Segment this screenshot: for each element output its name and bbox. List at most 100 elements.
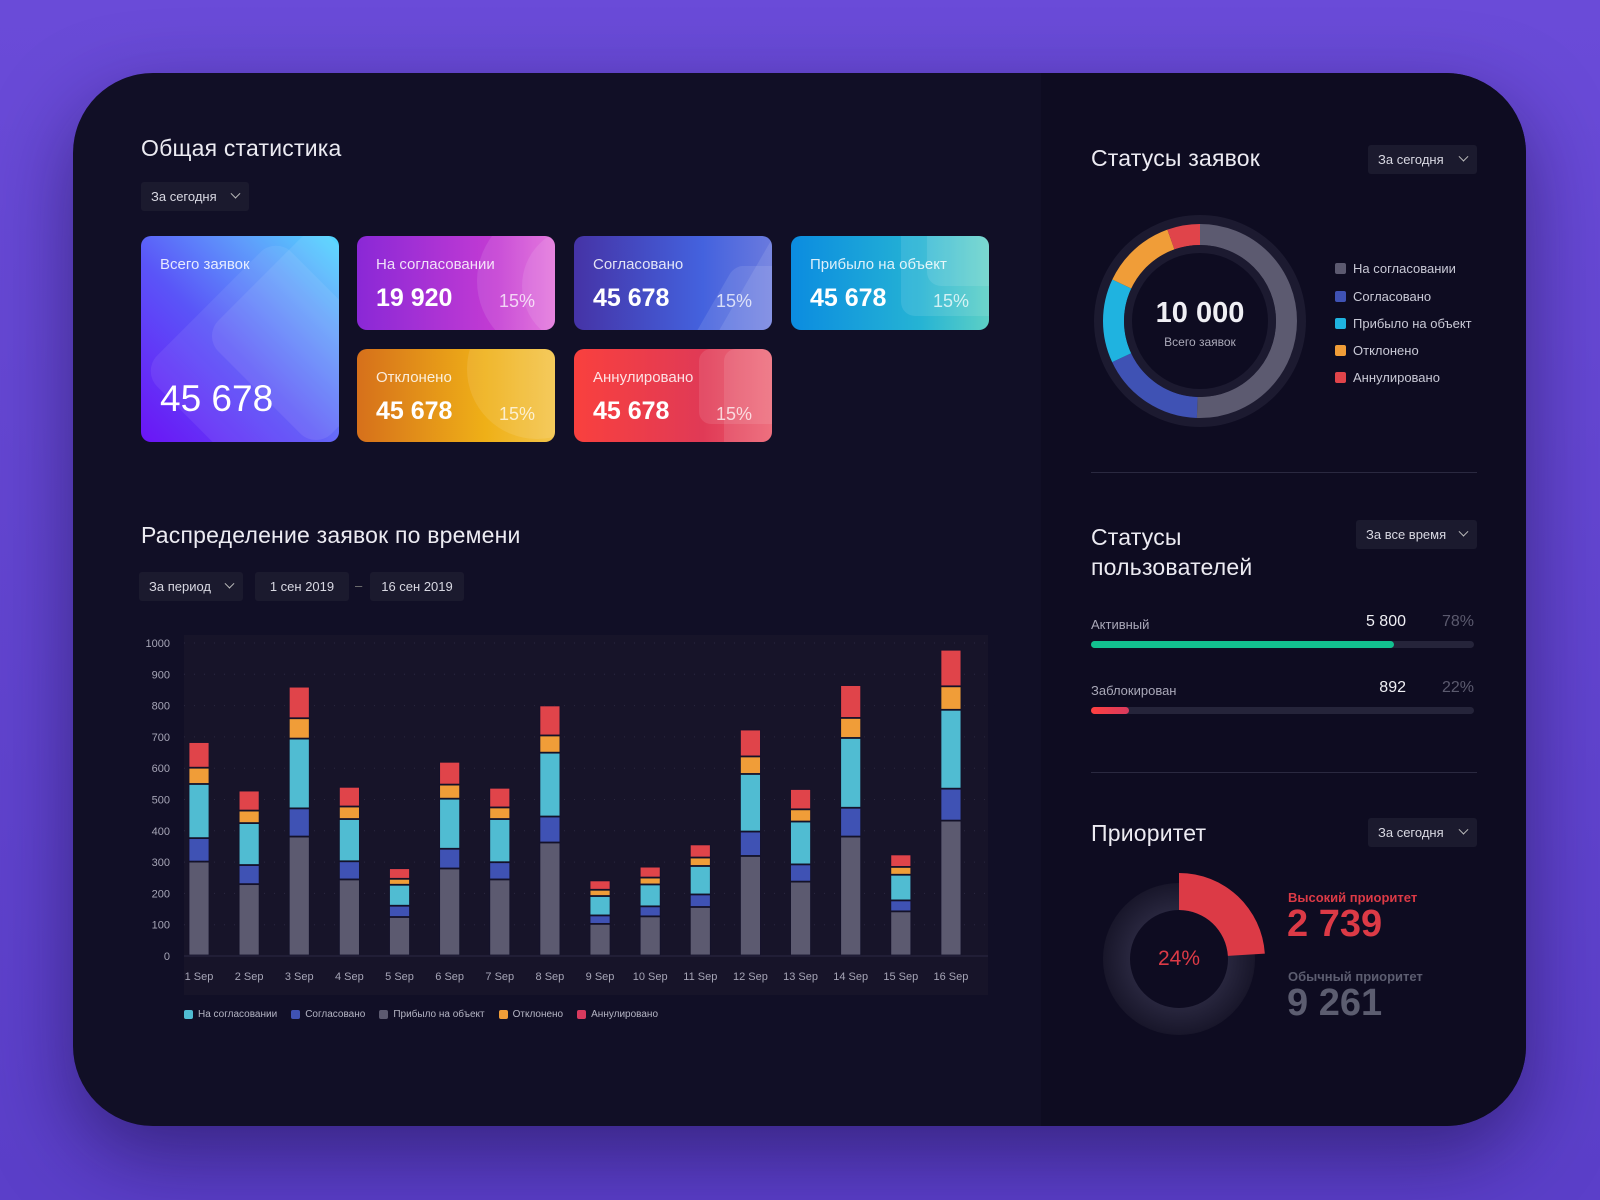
bar-stack[interactable]: [389, 868, 410, 956]
y-tick-label: 100: [152, 920, 170, 932]
bar-segment: [238, 865, 260, 885]
card-approved[interactable]: Согласовано 45 678 15%: [574, 236, 772, 330]
bar-segment: [790, 821, 811, 865]
user-statuses-period-dropdown[interactable]: За все время: [1356, 520, 1477, 549]
status-donut-chart: [1094, 215, 1306, 427]
y-tick-label: 200: [152, 888, 170, 900]
bar-stack[interactable]: [689, 844, 711, 956]
priority-percent: 24%: [1157, 947, 1201, 970]
request-statuses-period-dropdown[interactable]: За сегодня: [1368, 145, 1477, 174]
bar-stack[interactable]: [439, 761, 461, 956]
priority-period-dropdown[interactable]: За сегодня: [1368, 818, 1477, 847]
x-tick-label: 11 Sep: [683, 971, 717, 983]
legend-item[interactable]: Аннулировано: [1335, 370, 1440, 385]
bar-stack[interactable]: [539, 705, 561, 956]
legend-swatch: [1335, 263, 1346, 274]
bar-segment: [288, 686, 310, 719]
bar-stack[interactable]: [840, 685, 862, 956]
legend-item[interactable]: Согласовано: [1335, 289, 1431, 304]
bar-stack[interactable]: [790, 789, 811, 956]
bar-segment: [389, 905, 410, 917]
priority-title: Приоритет: [1091, 820, 1207, 846]
bar-segment: [740, 756, 761, 774]
legend-item[interactable]: Аннулировано: [577, 1009, 658, 1020]
card-cancelled[interactable]: Аннулировано 45 678 15%: [574, 349, 772, 442]
priority-high-arc[interactable]: [1179, 873, 1265, 956]
card-percent: 15%: [498, 404, 535, 424]
donut-segment[interactable]: [1103, 224, 1297, 418]
bar-segment: [689, 857, 711, 866]
legend-item[interactable]: Прибыло на объект: [379, 1009, 485, 1020]
x-tick-label: 5 Sep: [385, 971, 414, 983]
bar-segment: [589, 889, 611, 896]
date-to-field[interactable]: 16 сен 2019: [370, 572, 464, 601]
distribution-title: Распределение заявок по времени: [141, 522, 521, 548]
divider: [1091, 472, 1477, 473]
dropdown-label: За сегодня: [1378, 152, 1444, 167]
bar-stack[interactable]: [489, 787, 511, 956]
bar-segment: [589, 896, 611, 916]
x-tick-label: 9 Sep: [586, 971, 615, 983]
bar-segment: [890, 874, 912, 901]
card-total[interactable]: Всего заявок 45 678: [141, 236, 339, 442]
card-label: На согласовании: [376, 256, 495, 273]
bar-stack[interactable]: [188, 742, 210, 956]
card-value: 45 678: [160, 378, 274, 419]
legend-item[interactable]: На согласовании: [1335, 261, 1456, 276]
y-tick-label: 500: [152, 795, 170, 807]
dropdown-label: За сегодня: [151, 189, 217, 204]
bar-stack[interactable]: [740, 729, 761, 956]
legend-swatch: [577, 1010, 587, 1019]
legend-item[interactable]: Отклонено: [1335, 343, 1419, 358]
bar-segment: [840, 807, 862, 837]
legend-label: Отклонено: [512, 1009, 564, 1020]
legend-swatch: [1335, 291, 1346, 302]
bar-stack[interactable]: [940, 649, 962, 956]
y-tick-label: 0: [164, 951, 170, 963]
card-pending[interactable]: На согласовании 19 920 15%: [357, 236, 555, 330]
bar-segment: [539, 816, 561, 843]
bar-segment: [740, 831, 761, 856]
x-tick-label: 4 Sep: [335, 971, 364, 983]
bar-segment: [790, 809, 811, 822]
bar-stack[interactable]: [890, 854, 912, 956]
donut-center: [1132, 253, 1268, 389]
blocked-value: 892: [1379, 679, 1406, 696]
active-progress-fill: [1091, 641, 1394, 648]
bar-stack[interactable]: [288, 686, 310, 956]
chevron-down-icon: [224, 578, 235, 589]
y-tick-label: 1000: [146, 638, 170, 650]
bar-segment: [890, 854, 912, 867]
distribution-period-dropdown[interactable]: За период: [139, 572, 243, 601]
legend-label: Прибыло на объект: [1353, 316, 1472, 331]
donut-segment[interactable]: [1103, 224, 1297, 418]
bar-segment: [639, 866, 661, 878]
bar-stack[interactable]: [338, 786, 360, 956]
bar-segment: [389, 878, 410, 885]
bar-segment: [338, 819, 360, 862]
bar-segment: [288, 836, 310, 956]
y-tick-label: 400: [152, 826, 170, 838]
legend-item[interactable]: Прибыло на объект: [1335, 316, 1472, 331]
legend-item[interactable]: Отклонено: [498, 1009, 564, 1020]
bar-segment: [288, 808, 310, 837]
bar-segment: [288, 738, 310, 809]
bar-stack[interactable]: [238, 790, 260, 956]
card-rejected[interactable]: Отклонено 45 678 15%: [357, 349, 555, 442]
bar-segment: [589, 880, 611, 890]
overview-period-dropdown[interactable]: За сегодня: [141, 182, 249, 211]
bar-segment: [740, 729, 761, 757]
card-label: Согласовано: [593, 256, 684, 273]
legend-item[interactable]: Согласовано: [291, 1009, 365, 1020]
card-percent: 15%: [932, 291, 969, 311]
legend-item[interactable]: На согласовании: [184, 1009, 277, 1020]
active-progress-bar: [1091, 641, 1474, 648]
bar-segment: [790, 864, 811, 882]
date-from-field[interactable]: 1 сен 2019: [255, 572, 349, 601]
bar-segment: [338, 786, 360, 807]
bar-stack[interactable]: [639, 866, 661, 956]
x-tick-label: 15 Sep: [883, 971, 918, 983]
priority-center: [1130, 910, 1228, 1008]
bar-stack[interactable]: [589, 880, 611, 956]
card-arrived[interactable]: Прибыло на объект 45 678 15%: [791, 236, 989, 330]
